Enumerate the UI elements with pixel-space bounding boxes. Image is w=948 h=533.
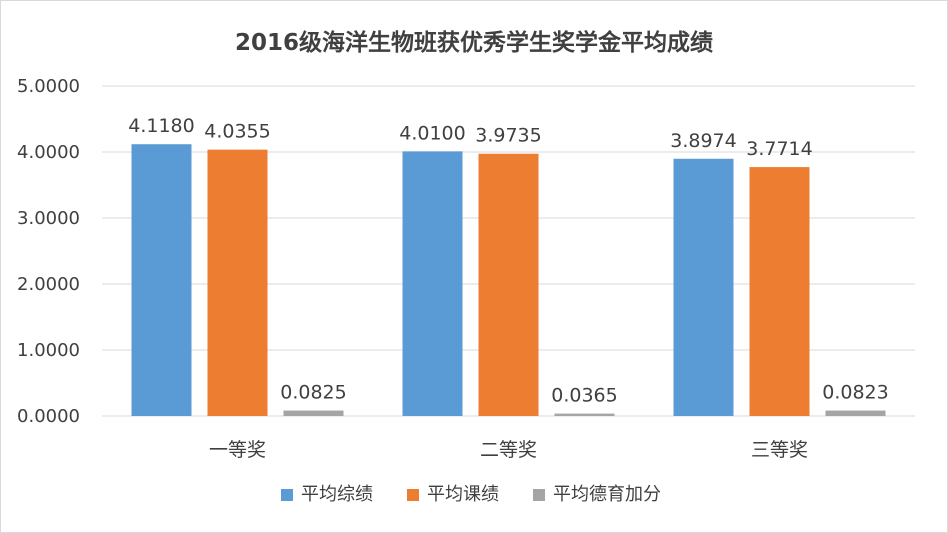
data-label: 0.0365 xyxy=(551,385,617,407)
data-label: 3.8974 xyxy=(670,130,736,152)
y-tick-label: 5.0000 xyxy=(17,76,80,97)
bar xyxy=(131,144,192,416)
data-label: 3.7714 xyxy=(746,138,812,160)
x-axis-categories: 一等奖 二等奖 三等奖 xyxy=(209,439,808,461)
category-label: 一等奖 xyxy=(209,439,266,461)
y-tick-label: 4.0000 xyxy=(17,142,80,163)
bar xyxy=(283,410,344,416)
bar xyxy=(554,413,615,416)
bar xyxy=(478,153,539,416)
chart-title: 2016级海洋生物班获优秀学生奖学金平均成绩 xyxy=(235,29,713,56)
legend-swatch xyxy=(533,489,545,501)
data-label: 4.0355 xyxy=(204,121,270,143)
y-tick-label: 1.0000 xyxy=(17,340,80,361)
y-tick-label: 3.0000 xyxy=(17,208,80,229)
legend-label: 平均课绩 xyxy=(427,484,499,505)
y-axis-ticks: 0.0000 1.0000 2.0000 3.0000 4.0000 5.0000 xyxy=(17,76,80,427)
legend-swatch xyxy=(407,489,419,501)
bars xyxy=(131,144,886,417)
legend-swatch xyxy=(281,489,293,501)
data-label: 0.0823 xyxy=(822,382,888,404)
bar xyxy=(207,149,268,417)
bar xyxy=(825,410,886,416)
legend-label: 平均德育加分 xyxy=(553,484,661,505)
legend: 平均综绩 平均课绩 平均德育加分 xyxy=(281,484,661,505)
bar xyxy=(749,167,810,416)
data-label: 3.9735 xyxy=(475,125,541,147)
legend-label: 平均综绩 xyxy=(301,484,373,505)
y-tick-label: 2.0000 xyxy=(17,274,80,295)
data-label: 4.1180 xyxy=(128,115,194,137)
category-label: 二等奖 xyxy=(480,439,537,461)
bar xyxy=(673,158,734,416)
category-label: 三等奖 xyxy=(751,439,808,461)
data-label: 0.0825 xyxy=(280,382,346,404)
y-tick-label: 0.0000 xyxy=(17,406,80,427)
data-labels: 4.1180 4.0355 0.0825 4.0100 3.9735 0.0365 3.89… xyxy=(128,115,888,406)
bar xyxy=(402,151,463,416)
data-label: 4.0100 xyxy=(399,122,465,144)
